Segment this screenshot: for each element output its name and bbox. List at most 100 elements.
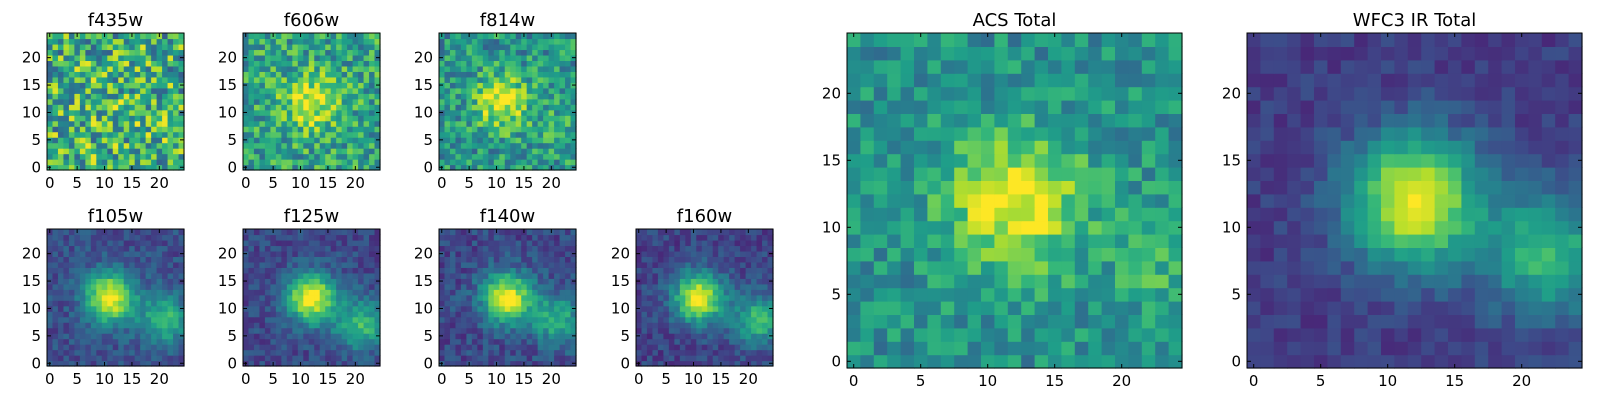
heatmap-cell <box>162 267 169 274</box>
heatmap-cell <box>674 234 681 241</box>
heatmap-cell <box>308 43 315 51</box>
heatmap-cell <box>253 272 261 279</box>
heatmap-cell <box>129 148 136 155</box>
heatmap-cell <box>940 153 955 168</box>
heatmap-cell <box>112 148 119 155</box>
heatmap-cell <box>79 360 86 367</box>
heatmap-cell <box>90 148 97 155</box>
heatmap-cell <box>297 261 304 268</box>
heatmap-cell <box>663 311 670 318</box>
heatmap-cell <box>532 126 539 133</box>
heatmap-cell <box>548 131 555 138</box>
heatmap-cell <box>449 131 457 138</box>
heatmap-cell <box>363 349 370 356</box>
heatmap-cell <box>444 261 451 268</box>
heatmap-cell <box>248 54 255 61</box>
heatmap-cell <box>554 316 561 323</box>
heatmap-cell <box>253 137 261 144</box>
heatmap-cell <box>1155 167 1170 181</box>
heatmap-cell <box>554 333 561 340</box>
heatmap-cell <box>85 338 92 345</box>
heatmap-cell <box>1048 167 1062 181</box>
heatmap-cell <box>657 245 664 252</box>
heatmap-cell <box>554 300 561 307</box>
heatmap-cell <box>74 267 81 274</box>
heatmap-cell <box>363 272 370 279</box>
heatmap-cell <box>336 87 343 94</box>
heatmap-cell <box>112 142 119 149</box>
heatmap-cell <box>162 38 169 45</box>
heatmap-cell <box>756 311 763 318</box>
heatmap-cell <box>57 267 65 274</box>
heatmap-cell <box>444 305 451 312</box>
heatmap-cell <box>336 104 343 111</box>
heatmap-cell <box>477 327 484 334</box>
heatmap-cell <box>499 98 506 105</box>
heatmap-cell <box>319 98 326 105</box>
heatmap-cell <box>668 229 675 236</box>
heatmap-cell <box>369 142 376 149</box>
heatmap-cell <box>482 126 489 133</box>
heatmap-cell <box>455 234 462 241</box>
heatmap-cell <box>537 333 544 340</box>
heatmap-cell <box>543 349 550 356</box>
heatmap-cell <box>330 109 337 116</box>
heatmap-cell <box>873 274 888 289</box>
heatmap-cell <box>482 33 489 40</box>
heatmap-cell <box>1088 220 1103 235</box>
heatmap-cell <box>358 229 365 236</box>
heatmap-cell <box>68 137 75 144</box>
heatmap-cell <box>641 300 648 307</box>
heatmap-cell <box>449 38 457 45</box>
heatmap-cell <box>303 126 310 133</box>
heatmap-cell <box>314 311 321 318</box>
heatmap-cell <box>270 98 277 105</box>
heatmap-cell <box>330 360 337 367</box>
heatmap-cell <box>47 239 54 247</box>
heatmap-cell <box>96 153 103 160</box>
heatmap-cell <box>1074 193 1089 208</box>
heatmap-cell <box>466 355 473 362</box>
heatmap-cell <box>297 98 304 105</box>
heatmap-cell <box>460 250 467 257</box>
heatmap-cell <box>559 327 566 334</box>
heatmap-cell <box>499 38 506 45</box>
heatmap-cell <box>499 267 506 274</box>
heatmap-cell <box>707 355 714 362</box>
heatmap-cell <box>499 360 506 367</box>
heatmap-cell <box>253 60 261 67</box>
heatmap-cell <box>374 234 381 241</box>
heatmap-cell <box>369 98 376 105</box>
heatmap-cell <box>1061 247 1076 262</box>
heatmap-cell <box>369 120 376 127</box>
heatmap-cell <box>439 38 446 45</box>
heatmap-cell <box>325 278 332 285</box>
heatmap-cell <box>270 344 277 351</box>
heatmap-cell <box>477 76 484 83</box>
heatmap-cell <box>460 267 467 274</box>
heatmap-cell <box>515 327 522 334</box>
heatmap-cell <box>740 360 747 367</box>
heatmap-cell <box>79 54 86 61</box>
heatmap-cell <box>253 234 261 241</box>
heatmap-cell <box>374 272 381 279</box>
heatmap-cell <box>679 360 686 367</box>
heatmap-cell <box>297 256 304 263</box>
heatmap-cell <box>281 349 288 356</box>
heatmap-cell <box>253 267 261 274</box>
heatmap-cell <box>477 294 484 301</box>
heatmap-cell <box>336 360 343 367</box>
heatmap-cell <box>565 54 572 61</box>
heatmap-cell <box>1155 314 1170 329</box>
heatmap-cell <box>707 316 714 323</box>
heatmap-cell <box>85 272 92 279</box>
heatmap-cell <box>548 272 555 279</box>
heatmap-cell <box>499 294 506 301</box>
heatmap-cell <box>927 220 942 235</box>
heatmap-cell <box>57 43 65 51</box>
heatmap-cell <box>264 283 271 290</box>
heatmap-cell <box>63 229 70 236</box>
heatmap-cell <box>275 234 282 241</box>
heatmap-cell <box>270 289 277 296</box>
heatmap-cell <box>275 338 282 345</box>
